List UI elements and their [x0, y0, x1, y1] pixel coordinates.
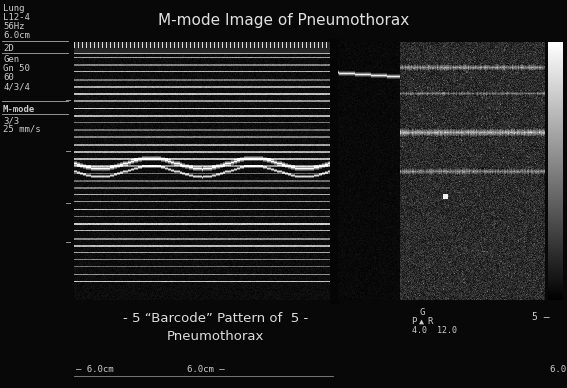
Text: M-mode Image of Pneumothorax: M-mode Image of Pneumothorax: [158, 12, 409, 28]
Text: Lung: Lung: [3, 4, 24, 13]
Text: –: –: [333, 147, 338, 156]
Text: 4/3/4: 4/3/4: [3, 82, 30, 91]
Text: –: –: [66, 147, 71, 156]
Text: –: –: [66, 239, 71, 248]
Text: 60: 60: [3, 73, 14, 82]
Text: 5 –: 5 –: [532, 312, 550, 322]
Text: Rib: Rib: [414, 151, 448, 171]
Text: ▲: ▲: [420, 317, 425, 326]
Text: - 5 “Barcode” Pattern of  5 -: - 5 “Barcode” Pattern of 5 -: [123, 312, 308, 325]
Text: 2D: 2D: [3, 44, 14, 53]
Text: Gen: Gen: [3, 55, 19, 64]
Text: –: –: [548, 147, 553, 156]
Text: –: –: [333, 239, 338, 248]
Text: 4.0  12.0: 4.0 12.0: [412, 326, 457, 335]
Text: –: –: [333, 97, 338, 106]
Text: G: G: [419, 308, 425, 317]
Text: 6.0cm –: 6.0cm –: [550, 365, 567, 374]
Text: –: –: [548, 97, 553, 106]
Text: L12-4: L12-4: [3, 13, 30, 22]
Text: –: –: [548, 199, 553, 208]
Text: –: –: [333, 199, 338, 208]
Text: –: –: [66, 97, 71, 106]
Text: P: P: [332, 48, 338, 58]
Text: P: P: [411, 317, 417, 326]
Text: 6.0cm –: 6.0cm –: [187, 365, 225, 374]
Text: M-mode: M-mode: [3, 105, 35, 114]
Text: Gn 50: Gn 50: [3, 64, 30, 73]
Text: – 6.0cm: – 6.0cm: [76, 365, 113, 374]
Text: 6.0cm: 6.0cm: [3, 31, 30, 40]
Text: –: –: [66, 199, 71, 208]
Text: Pleura: Pleura: [169, 161, 235, 181]
Text: Pneumothorax: Pneumothorax: [167, 330, 264, 343]
Text: 3/3: 3/3: [3, 116, 19, 125]
Text: 56Hz: 56Hz: [3, 22, 24, 31]
Text: 25 mm/s: 25 mm/s: [3, 125, 41, 134]
Text: R: R: [427, 317, 433, 326]
Text: <: <: [549, 185, 557, 197]
